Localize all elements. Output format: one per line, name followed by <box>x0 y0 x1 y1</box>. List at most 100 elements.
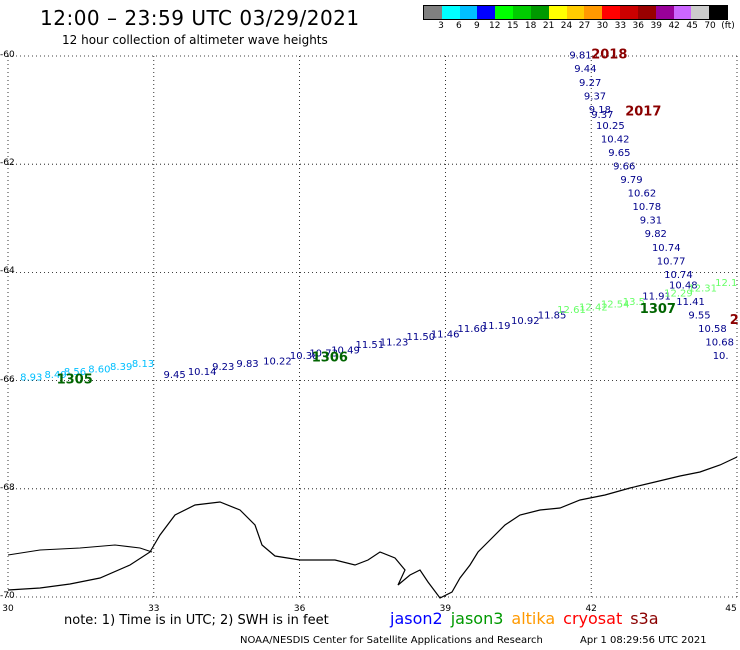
swh-value: 10.49 <box>331 346 360 357</box>
antarctic-coastline <box>7 456 738 599</box>
swh-value: 12.42 <box>579 302 608 313</box>
color-swatch <box>477 6 496 19</box>
color-scale-label: 24 <box>560 21 573 31</box>
map-title: 12:00 – 23:59 UTC 03/29/2021 <box>40 6 360 30</box>
swh-value: 10.25 <box>596 121 625 132</box>
swh-value: 13.5 <box>623 297 645 308</box>
longitude-label: 30 <box>2 604 14 614</box>
color-scale-label: 36 <box>632 21 645 31</box>
legend-jason2: jason2 <box>390 609 443 628</box>
swh-value: 9.79 <box>620 175 642 186</box>
color-swatch <box>530 6 549 19</box>
pass-number-label: 1305 <box>57 372 93 387</box>
swh-value: 12.31 <box>688 283 717 294</box>
swh-color-scale-labels: 3 6 9 12 15 18 21 24 27 30 33 36 39 42 45 70 (ft) <box>423 21 740 35</box>
pass-number-label: 2 <box>730 313 739 328</box>
swh-value: 10.48 <box>669 281 698 292</box>
swh-value: 12.61 <box>557 305 586 316</box>
latitude-label: -62 <box>0 158 15 169</box>
coastline-inlet <box>7 544 153 556</box>
swh-value: 10.62 <box>628 189 657 200</box>
swh-value: 11.60 <box>458 324 487 335</box>
color-swatch <box>513 6 531 19</box>
swh-value: 10.68 <box>705 337 734 348</box>
swh-value: 9.27 <box>579 78 601 89</box>
swh-value: 10.38 <box>290 351 319 362</box>
swh-value: 9.65 <box>608 148 630 159</box>
swh-value: 9.37 <box>591 110 613 121</box>
credit-date: Apr 1 08:29:56 UTC 2021 <box>580 635 707 646</box>
color-swatch <box>566 6 585 19</box>
color-scale-label: 70 <box>704 21 716 31</box>
color-scale-label: 30 <box>596 21 609 31</box>
footer-note: note: 1) Time is in UTC; 2) SWH is in fe… <box>64 613 329 628</box>
swh-value: 12.1 <box>715 278 737 289</box>
longitude-label: 42 <box>585 604 597 614</box>
swh-value: 10.42 <box>601 135 630 146</box>
swh-value: 8.60 <box>88 364 110 375</box>
legend-s3a: s3a <box>630 609 659 628</box>
swh-value: 10.22 <box>263 356 292 367</box>
color-scale-label: 18 <box>524 21 537 31</box>
color-swatch <box>584 6 603 19</box>
swh-value: 9.82 <box>645 229 667 240</box>
color-scale-label: 33 <box>614 21 627 31</box>
latitude-label: -64 <box>0 266 15 277</box>
color-swatch <box>548 6 567 19</box>
swh-value: 9.81 <box>569 51 591 62</box>
color-swatch <box>709 6 728 19</box>
swh-color-scale <box>423 5 728 20</box>
color-scale-label: 21 <box>542 21 555 31</box>
color-swatch <box>673 6 692 19</box>
color-scale-label: (ft) <box>721 21 735 31</box>
color-scale-label: 6 <box>456 21 462 31</box>
swh-value: 9.23 <box>212 362 234 373</box>
swh-value: 8.13 <box>132 359 154 370</box>
map-subtitle: 12 hour collection of altimeter wave hei… <box>62 33 328 47</box>
latitude-label: -60 <box>0 50 15 60</box>
swh-value: 9.45 <box>164 370 186 381</box>
swh-value: 10.92 <box>511 316 540 327</box>
color-scale-label: 3 <box>438 21 444 31</box>
longitude-label: 36 <box>293 604 306 614</box>
color-swatch <box>602 6 621 19</box>
swh-value: 8.49 <box>44 370 66 381</box>
latitude-label: -68 <box>0 482 15 493</box>
swh-value: 8.39 <box>110 362 132 373</box>
track-jason2: 9.819.449.279.379.189.3710.2510.429.659.… <box>569 51 734 362</box>
legend-altika: altika <box>511 609 556 628</box>
color-scale-label: 39 <box>650 21 662 31</box>
swh-value: 11.19 <box>482 321 511 332</box>
color-swatch <box>495 6 514 19</box>
credit-text: NOAA/NESDIS Center for Satellite Applica… <box>240 635 543 646</box>
swh-value: 11.41 <box>676 297 705 308</box>
swh-value: 8.56 <box>64 367 86 378</box>
swh-value: 9.83 <box>236 359 258 370</box>
color-scale-label: 12 <box>489 21 501 31</box>
longitude-label: 33 <box>148 604 160 614</box>
swh-value: 9.66 <box>613 162 635 173</box>
lat-lon-grid <box>7 55 738 598</box>
color-scale-label: 15 <box>506 21 519 31</box>
pass-number-label: 1307 <box>640 302 676 317</box>
color-swatch <box>441 6 460 19</box>
swh-value: 11.91 <box>642 291 671 302</box>
swh-value: 10. <box>713 351 729 362</box>
color-swatch <box>620 6 638 19</box>
swh-value: 11.46 <box>431 329 460 340</box>
satellite-legend: jason2 jason3 altika cryosat s3a <box>390 609 667 628</box>
swh-value: 10.74 <box>652 243 681 254</box>
swh-value: 11.23 <box>380 337 409 348</box>
swh-value: 12.29 <box>664 289 693 300</box>
swh-value: 12.54 <box>601 300 630 311</box>
swh-value: 9.18 <box>589 105 611 116</box>
swh-value: 11.85 <box>538 310 567 321</box>
color-swatch <box>691 6 710 19</box>
legend-jason3: jason3 <box>450 609 504 628</box>
color-scale-label: 27 <box>578 21 591 31</box>
swh-value: 10.58 <box>698 324 727 335</box>
swh-value: 10.14 <box>188 367 217 378</box>
swh-value: 11.51 <box>355 340 384 351</box>
